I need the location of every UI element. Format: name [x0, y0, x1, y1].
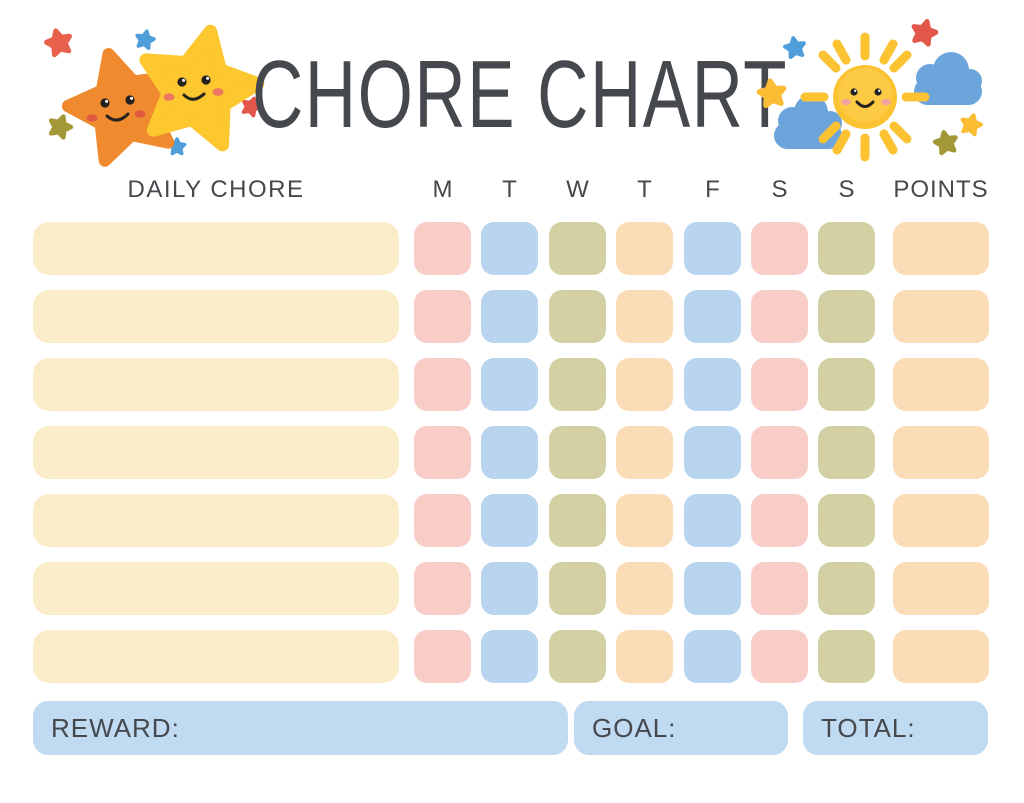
points-cell-row1[interactable]	[893, 222, 989, 275]
day-cell-row4-sun[interactable]	[818, 426, 875, 479]
reward-label: REWARD:	[51, 712, 180, 743]
sun-icon	[800, 32, 930, 162]
day-cell-row6-fri[interactable]	[684, 562, 741, 615]
day-cell-row7-sat[interactable]	[751, 630, 808, 683]
stars-illustration	[26, 8, 274, 170]
day-cell-row1-thu[interactable]	[616, 222, 673, 275]
small-red-star-icon	[910, 18, 938, 45]
day-cell-row2-sat[interactable]	[751, 290, 808, 343]
goal-label: GOAL:	[592, 712, 677, 743]
yellow-star-face	[163, 75, 224, 101]
chore-name-field-row5[interactable]	[33, 494, 399, 547]
day-cell-row3-thu[interactable]	[616, 358, 673, 411]
day-cell-row5-wed[interactable]	[549, 494, 606, 547]
chore-name-field-row6[interactable]	[33, 562, 399, 615]
day-cell-row4-fri[interactable]	[684, 426, 741, 479]
day-cell-row2-fri[interactable]	[684, 290, 741, 343]
day-cell-row7-mon[interactable]	[414, 630, 471, 683]
day-cell-row5-sun[interactable]	[818, 494, 875, 547]
chore-name-field-row2[interactable]	[33, 290, 399, 343]
day-cell-row6-tue[interactable]	[481, 562, 538, 615]
day-cell-row4-sat[interactable]	[751, 426, 808, 479]
day-cell-row4-tue[interactable]	[481, 426, 538, 479]
day-cell-row1-mon[interactable]	[414, 222, 471, 275]
cloud-icon	[914, 52, 982, 105]
small-yellow-star-icon	[960, 113, 983, 135]
points-cell-row6[interactable]	[893, 562, 989, 615]
daily-chore-header: DAILY CHORE	[127, 176, 305, 203]
sun-clouds-illustration	[738, 8, 1006, 162]
cloud-icon	[774, 95, 842, 149]
small-red-star-icon	[44, 28, 73, 56]
day-cell-row1-wed[interactable]	[549, 222, 606, 275]
points-cell-row7[interactable]	[893, 630, 989, 683]
day-header-sat: S	[771, 176, 788, 203]
day-cell-row5-tue[interactable]	[481, 494, 538, 547]
day-cell-row7-tue[interactable]	[481, 630, 538, 683]
day-cell-row2-tue[interactable]	[481, 290, 538, 343]
day-cell-row4-thu[interactable]	[616, 426, 673, 479]
chore-name-field-row7[interactable]	[33, 630, 399, 683]
day-cell-row2-sun[interactable]	[818, 290, 875, 343]
day-cell-row1-sat[interactable]	[751, 222, 808, 275]
day-cell-row6-mon[interactable]	[414, 562, 471, 615]
points-cell-row4[interactable]	[893, 426, 989, 479]
day-cell-row4-wed[interactable]	[549, 426, 606, 479]
total-label: TOTAL:	[821, 712, 916, 743]
small-blue-star-icon	[133, 27, 158, 51]
small-olive-star-icon	[47, 113, 73, 138]
day-cell-row7-sun[interactable]	[818, 630, 875, 683]
day-cell-row3-sat[interactable]	[751, 358, 808, 411]
day-cell-row1-tue[interactable]	[481, 222, 538, 275]
day-header-thu: T	[637, 176, 652, 203]
small-olive-star-icon	[933, 130, 958, 154]
day-cell-row3-mon[interactable]	[414, 358, 471, 411]
day-header-sun: S	[838, 176, 855, 203]
day-cell-row7-wed[interactable]	[549, 630, 606, 683]
points-header: POINTS	[893, 176, 989, 203]
chore-name-field-row3[interactable]	[33, 358, 399, 411]
orange-star-face	[86, 95, 146, 122]
day-cell-row6-wed[interactable]	[549, 562, 606, 615]
day-cell-row6-thu[interactable]	[616, 562, 673, 615]
day-header-mon: M	[432, 176, 453, 203]
day-cell-row4-mon[interactable]	[414, 426, 471, 479]
day-cell-row3-tue[interactable]	[481, 358, 538, 411]
day-header-fri: F	[705, 176, 720, 203]
chore-name-field-row4[interactable]	[33, 426, 399, 479]
total-field[interactable]: TOTAL:	[803, 701, 988, 755]
day-cell-row3-wed[interactable]	[549, 358, 606, 411]
day-cell-row3-fri[interactable]	[684, 358, 741, 411]
day-cell-row1-sun[interactable]	[818, 222, 875, 275]
page-title: CHORE CHART	[252, 41, 788, 148]
points-cell-row2[interactable]	[893, 290, 989, 343]
day-cell-row2-thu[interactable]	[616, 290, 673, 343]
day-cell-row2-wed[interactable]	[549, 290, 606, 343]
day-cell-row5-fri[interactable]	[684, 494, 741, 547]
day-cell-row7-thu[interactable]	[616, 630, 673, 683]
day-cell-row7-fri[interactable]	[684, 630, 741, 683]
day-cell-row2-mon[interactable]	[414, 290, 471, 343]
day-cell-row6-sat[interactable]	[751, 562, 808, 615]
goal-field[interactable]: GOAL:	[574, 701, 788, 755]
day-header-tue: T	[502, 176, 517, 203]
day-cell-row5-thu[interactable]	[616, 494, 673, 547]
day-cell-row5-sat[interactable]	[751, 494, 808, 547]
day-cell-row5-mon[interactable]	[414, 494, 471, 547]
day-cell-row3-sun[interactable]	[818, 358, 875, 411]
points-cell-row3[interactable]	[893, 358, 989, 411]
day-cell-row6-sun[interactable]	[818, 562, 875, 615]
small-blue-star-icon	[784, 37, 806, 58]
chore-name-field-row1[interactable]	[33, 222, 399, 275]
reward-field[interactable]: REWARD:	[33, 701, 568, 755]
day-header-wed: W	[566, 176, 589, 203]
day-cell-row1-fri[interactable]	[684, 222, 741, 275]
small-yellow-star-icon	[758, 79, 786, 106]
points-cell-row5[interactable]	[893, 494, 989, 547]
